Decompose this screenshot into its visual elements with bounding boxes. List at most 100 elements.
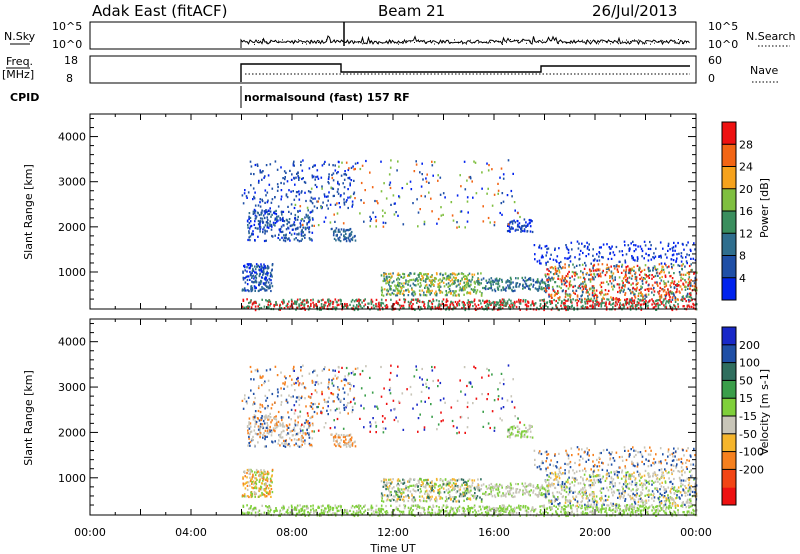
backscatter-cell xyxy=(320,308,322,311)
backscatter-cell xyxy=(621,279,624,283)
backscatter-cell xyxy=(300,425,302,428)
backscatter-cell xyxy=(621,509,623,512)
backscatter-cell xyxy=(485,285,487,288)
backscatter-cell xyxy=(591,285,594,288)
backscatter-cell xyxy=(296,306,299,309)
backscatter-cell xyxy=(507,223,510,226)
backscatter-cell xyxy=(246,196,248,199)
nsky-panel: N.Sky 10^5 10^0 10^5 10^0 N.Search xyxy=(4,20,796,51)
backscatter-cell xyxy=(576,510,579,513)
backscatter-cell xyxy=(257,425,260,428)
backscatter-cell xyxy=(611,274,614,277)
backscatter-cell xyxy=(250,184,252,187)
backscatter-cell xyxy=(385,304,388,307)
backscatter-cell xyxy=(301,512,304,516)
backscatter-cell xyxy=(258,495,260,498)
backscatter-cell xyxy=(251,275,253,278)
backscatter-cell xyxy=(307,217,310,220)
backscatter-cell xyxy=(290,178,293,181)
backscatter-cell xyxy=(344,236,346,239)
backscatter-cell xyxy=(296,433,299,436)
nsearch-tick-bottom: 10^0 xyxy=(708,38,738,51)
backscatter-cell xyxy=(491,204,494,207)
backscatter-cell xyxy=(313,224,315,227)
freq-label: Freq. xyxy=(6,55,33,68)
backscatter-cell xyxy=(252,233,254,236)
backscatter-cell xyxy=(249,225,252,228)
backscatter-cell xyxy=(316,175,319,178)
backscatter-cell xyxy=(604,304,606,307)
backscatter-cell xyxy=(568,281,571,284)
backscatter-cell xyxy=(284,176,286,179)
backscatter-cell xyxy=(268,484,271,487)
backscatter-cell xyxy=(670,282,672,285)
backscatter-cell xyxy=(255,477,257,480)
backscatter-cell xyxy=(612,251,615,254)
backscatter-cell xyxy=(511,511,514,514)
backscatter-cell xyxy=(561,300,563,303)
backscatter-cell xyxy=(350,195,352,198)
backscatter-cell xyxy=(657,512,660,515)
backscatter-cell xyxy=(267,199,269,202)
backscatter-cell xyxy=(337,299,340,302)
backscatter-cell xyxy=(437,279,440,282)
backscatter-cell xyxy=(486,162,488,165)
backscatter-cell xyxy=(598,251,600,254)
backscatter-cell xyxy=(395,300,398,303)
backscatter-cell xyxy=(300,440,303,443)
backscatter-cell xyxy=(640,285,642,288)
backscatter-cell xyxy=(276,220,278,223)
backscatter-cell xyxy=(640,303,642,306)
backscatter-cell xyxy=(510,189,513,193)
backscatter-cell xyxy=(285,305,288,308)
backscatter-cell xyxy=(594,505,597,508)
backscatter-cell xyxy=(383,277,386,280)
backscatter-cell xyxy=(338,228,340,231)
backscatter-cell xyxy=(370,512,373,515)
backscatter-cell xyxy=(448,512,450,515)
backscatter-cell xyxy=(280,436,283,439)
backscatter-cell xyxy=(616,303,619,306)
backscatter-cell xyxy=(509,281,511,284)
backscatter-cell xyxy=(265,164,268,167)
backscatter-cell xyxy=(273,417,276,420)
backscatter-cell xyxy=(296,438,298,442)
backscatter-cell xyxy=(659,241,662,244)
backscatter-cell xyxy=(427,304,429,308)
backscatter-cell xyxy=(452,219,455,222)
backscatter-cell xyxy=(423,304,425,307)
nsearch-point xyxy=(410,41,411,43)
backscatter-cell xyxy=(539,511,541,514)
backscatter-cell xyxy=(554,267,557,270)
backscatter-cell xyxy=(567,308,569,311)
backscatter-cell xyxy=(578,253,581,256)
backscatter-cell xyxy=(590,304,592,307)
backscatter-cell xyxy=(374,215,377,219)
backscatter-cell xyxy=(264,283,266,286)
backscatter-cell xyxy=(279,238,281,241)
backscatter-cell xyxy=(513,201,516,204)
backscatter-cell xyxy=(347,168,350,172)
backscatter-cell xyxy=(686,262,688,265)
nsearch-point xyxy=(298,39,299,41)
backscatter-cell xyxy=(639,505,641,508)
backscatter-cell xyxy=(314,164,316,167)
backscatter-cell xyxy=(308,226,311,229)
backscatter-cell xyxy=(488,287,491,290)
backscatter-cell xyxy=(514,209,516,212)
backscatter-cell xyxy=(308,216,311,219)
backscatter-cell xyxy=(266,191,269,194)
backscatter-cell xyxy=(385,512,387,515)
backscatter-cell xyxy=(676,283,679,286)
backscatter-cell xyxy=(571,304,573,307)
backscatter-cell xyxy=(546,247,548,251)
backscatter-cell xyxy=(281,300,283,303)
backscatter-cell xyxy=(370,507,373,510)
backscatter-cell xyxy=(549,271,552,274)
backscatter-cell xyxy=(493,224,496,227)
backscatter-cell xyxy=(259,265,261,268)
backscatter-cell xyxy=(565,505,567,508)
backscatter-cell xyxy=(246,425,249,428)
backscatter-cell xyxy=(331,227,333,230)
backscatter-cell xyxy=(605,293,607,296)
